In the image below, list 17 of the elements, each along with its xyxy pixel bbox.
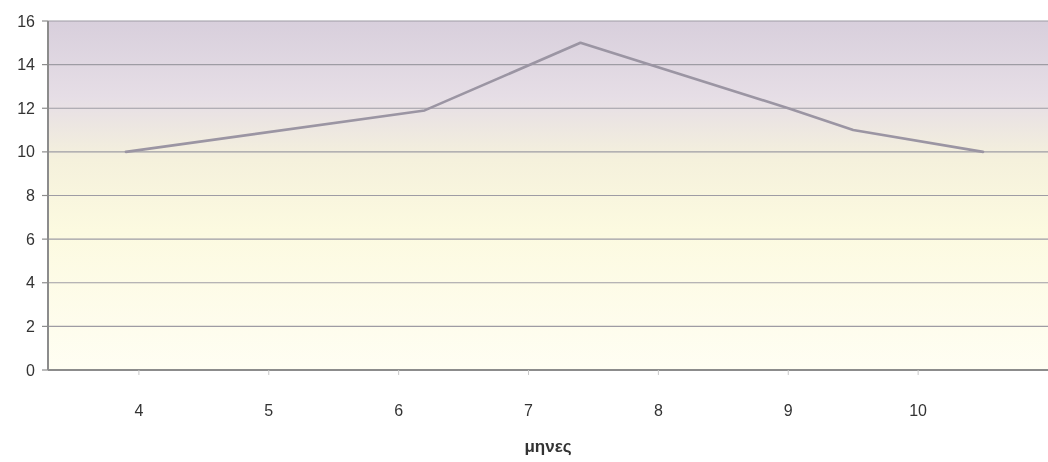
- x-tick-label: 5: [264, 402, 274, 419]
- x-tick-label: 7: [524, 402, 534, 419]
- y-tick-label: 0: [26, 361, 36, 379]
- y-tick-label: 8: [26, 187, 36, 205]
- x-tick-label: 4: [134, 402, 144, 419]
- x-tick-label: 8: [653, 402, 663, 419]
- y-tick-label: 2: [26, 317, 36, 335]
- x-tick-label: 9: [783, 402, 793, 419]
- y-tick-label: 6: [26, 230, 36, 248]
- y-tick-label: 4: [26, 274, 36, 292]
- y-tick-label: 14: [17, 56, 36, 74]
- y-tick-label: 16: [17, 12, 36, 30]
- y-tick-label: 12: [17, 99, 36, 117]
- x-axis-title: μηνες: [524, 437, 572, 456]
- x-tick-label: 10: [909, 402, 928, 419]
- x-tick-label: 6: [394, 402, 404, 419]
- y-tick-label: 10: [17, 143, 36, 161]
